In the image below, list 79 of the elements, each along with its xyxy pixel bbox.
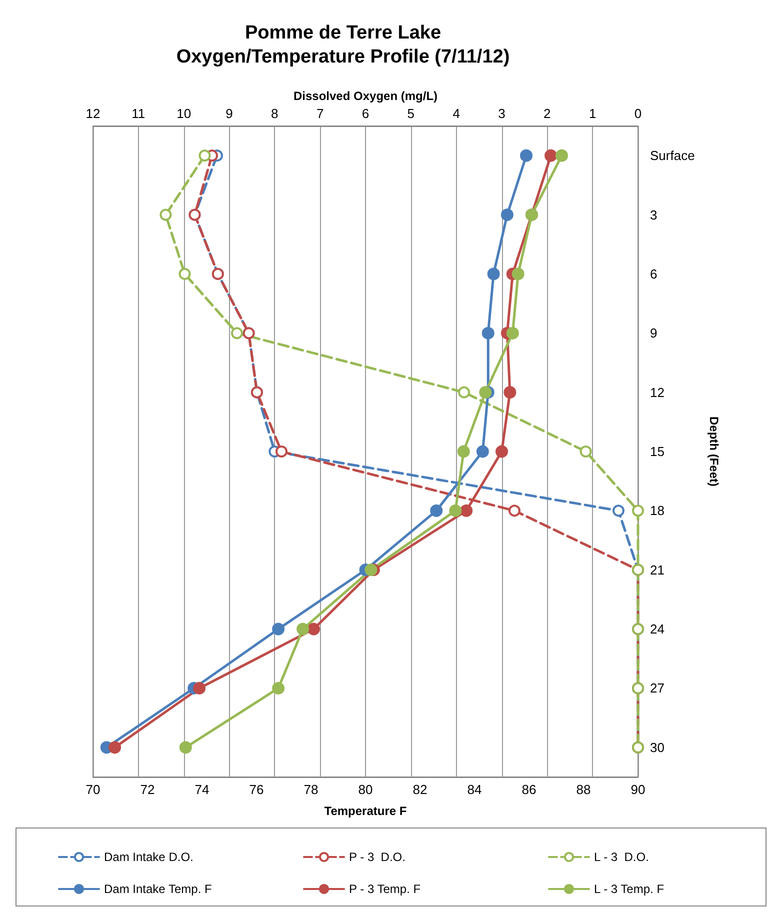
x-tick-label: 88 xyxy=(576,782,591,797)
x2-tick-label: 4 xyxy=(452,106,460,121)
point xyxy=(193,682,206,694)
point xyxy=(520,149,533,162)
point xyxy=(479,386,492,399)
legend-label: P - 3 Temp. F xyxy=(349,882,421,896)
point xyxy=(296,622,310,636)
point xyxy=(272,682,285,694)
x-tick-label: 72 xyxy=(140,782,155,797)
y-tick-label: 30 xyxy=(650,740,664,755)
point xyxy=(108,741,122,754)
x-tick-label: 80 xyxy=(358,782,373,797)
x2-tick-label: 3 xyxy=(498,106,506,121)
point xyxy=(632,504,644,517)
point xyxy=(487,268,500,280)
y-tick-label: 12 xyxy=(650,384,664,400)
point xyxy=(512,268,524,280)
legend-label: Dam Intake D.O. xyxy=(104,850,194,864)
x-tick-label: 70 xyxy=(86,782,100,797)
x2-tick-label: 9 xyxy=(226,106,233,121)
point xyxy=(230,327,243,340)
point xyxy=(506,326,519,340)
legend-label: Dam Intake Temp. F xyxy=(104,882,212,896)
point xyxy=(275,446,288,458)
y-tick-label: Surface xyxy=(650,148,695,164)
point xyxy=(178,268,191,280)
x-tick-label: 90 xyxy=(630,782,646,797)
point xyxy=(307,622,320,636)
x-tick-label: 76 xyxy=(249,782,264,797)
x2-tick-label: 6 xyxy=(362,106,370,121)
point xyxy=(198,150,211,162)
x2-axis-title: Dissolved Oxygen (mg/L) xyxy=(293,89,438,104)
point xyxy=(179,741,192,754)
point xyxy=(460,504,473,517)
y-tick-label: 15 xyxy=(650,444,664,459)
y-tick-label: 18 xyxy=(650,503,664,518)
legend-label: P - 3 D.O. xyxy=(349,850,406,864)
y-tick-label: 27 xyxy=(650,680,664,696)
x-tick-label: 86 xyxy=(522,782,536,797)
y-tick-label: 9 xyxy=(650,326,658,341)
point xyxy=(482,326,494,340)
x2-tick-label: 8 xyxy=(271,106,278,121)
point xyxy=(496,445,508,458)
chart-title: Pomme de Terre Lake Oxygen/Temperature Profile (7/11/12) xyxy=(176,22,510,68)
point xyxy=(449,504,462,517)
point xyxy=(160,208,172,221)
x2-tick-label: 1 xyxy=(588,106,596,121)
point xyxy=(457,445,470,458)
x-tick-label: 82 xyxy=(412,782,428,797)
point xyxy=(580,446,592,458)
point xyxy=(458,386,470,398)
x-axis-title: Temperature F xyxy=(324,804,407,818)
x2-tick-label: 11 xyxy=(132,106,146,121)
point xyxy=(504,386,516,399)
point xyxy=(476,445,489,458)
y-tick-label: 6 xyxy=(650,266,658,282)
y-tick-label: 3 xyxy=(650,207,658,222)
x2-tick-label: 10 xyxy=(176,106,192,121)
y-tick-label: 24 xyxy=(650,622,664,637)
point xyxy=(612,504,624,517)
point xyxy=(555,149,568,162)
point xyxy=(544,149,558,162)
y-tick-label: 21 xyxy=(650,562,664,578)
x2-tick-label: 5 xyxy=(407,106,415,121)
legend-label: L - 3 D.O. xyxy=(594,850,649,864)
x2-tick-label: 7 xyxy=(316,106,324,121)
point xyxy=(500,208,514,222)
x2-tick-label: 12 xyxy=(86,106,100,121)
point xyxy=(272,622,285,636)
x-tick-label: 74 xyxy=(194,782,210,797)
point xyxy=(508,504,520,517)
x-tick-label: 78 xyxy=(304,782,318,797)
x-tick-label: 84 xyxy=(467,782,482,797)
x2-tick-label: 2 xyxy=(544,106,551,121)
point xyxy=(430,504,443,517)
y-axis-title: Depth (Feet) xyxy=(707,416,721,486)
legend-label: L - 3 Temp. F xyxy=(594,882,664,896)
point xyxy=(364,564,378,576)
x2-tick-label: 0 xyxy=(634,106,642,121)
